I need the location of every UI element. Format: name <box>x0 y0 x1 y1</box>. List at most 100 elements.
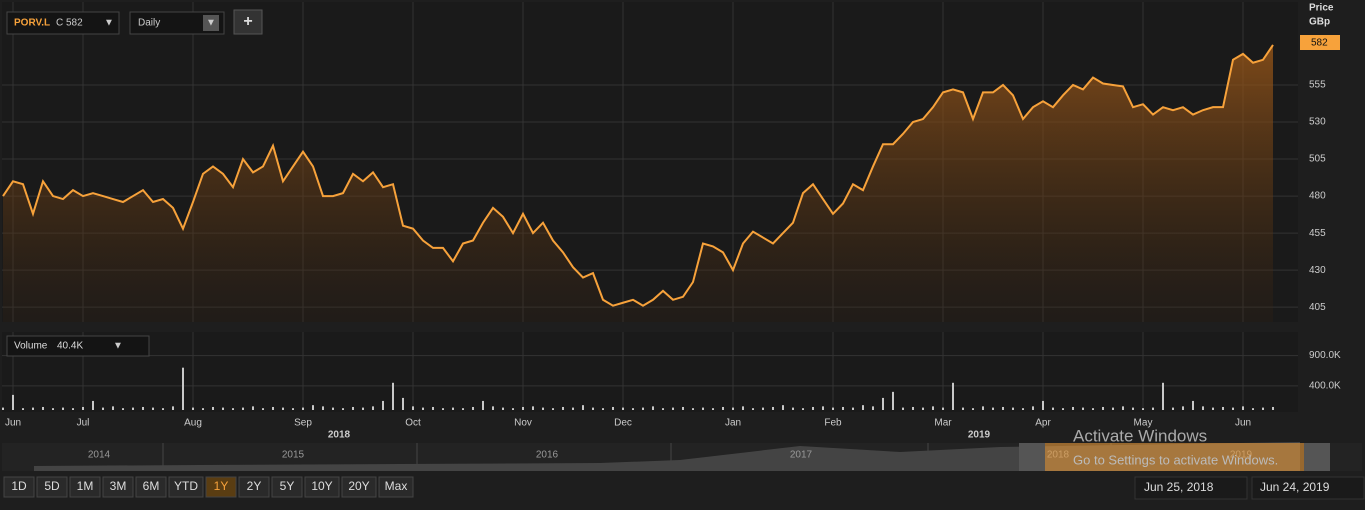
volume-bar <box>322 406 324 410</box>
volume-bar <box>722 406 724 410</box>
start-date: Jun 25, 2018 <box>1144 480 1214 494</box>
range-button[interactable] <box>205 476 237 498</box>
volume-bar <box>1222 406 1224 410</box>
volume-bar <box>742 406 744 410</box>
volume-bar <box>812 406 814 410</box>
volume-bar <box>1242 406 1244 410</box>
range-label: 1Y <box>214 479 229 493</box>
start-date-box[interactable] <box>1134 476 1248 500</box>
volume-bar <box>1002 406 1004 410</box>
range-button[interactable] <box>271 476 303 498</box>
end-date-box[interactable] <box>1251 476 1365 500</box>
y-tick-label: 405 <box>1309 302 1326 313</box>
axis-unit: GBp <box>1309 17 1330 28</box>
navigator-handle[interactable] <box>1019 443 1045 471</box>
volume-bar <box>122 408 124 410</box>
volume-bar <box>202 408 204 410</box>
navigator-area <box>34 442 1300 471</box>
volume-bar <box>512 408 514 410</box>
volume-bar <box>892 391 894 410</box>
volume-bar <box>392 382 394 410</box>
range-button[interactable] <box>238 476 270 498</box>
volume-bar <box>1272 406 1274 410</box>
volume-bar <box>22 408 24 410</box>
volume-bar <box>772 406 774 410</box>
range-button[interactable] <box>69 476 101 498</box>
volume-bar <box>612 406 614 410</box>
volume-bar <box>1202 406 1204 410</box>
volume-bar <box>272 406 274 410</box>
interval: Daily <box>138 18 160 29</box>
range-button[interactable] <box>36 476 68 498</box>
volume-bar <box>112 406 114 410</box>
volume-bar <box>692 408 694 410</box>
y-tick-label: 400.0K <box>1309 380 1341 391</box>
volume-bar <box>482 400 484 410</box>
x-tick-label: Feb <box>824 418 842 429</box>
volume-bar <box>82 406 84 410</box>
x-tick-label: Jan <box>725 418 741 429</box>
x-tick-label: Sep <box>294 418 312 429</box>
volume-bar <box>222 407 224 410</box>
volume-bar <box>832 407 834 410</box>
volume-bar <box>252 406 254 410</box>
volume-bar <box>72 408 74 410</box>
volume-bar <box>362 407 364 410</box>
volume-box[interactable] <box>6 335 150 357</box>
volume-bar <box>1132 407 1134 410</box>
volume-bar <box>782 405 784 410</box>
volume-bar <box>1072 406 1074 410</box>
navigator-selection[interactable] <box>1020 443 1330 471</box>
y-tick-label: 530 <box>1309 117 1326 128</box>
range-button[interactable] <box>304 476 340 498</box>
volume-bar <box>1052 407 1054 410</box>
volume-bar <box>192 407 194 410</box>
range-label: 5D <box>44 479 60 493</box>
volume-bar <box>872 406 874 410</box>
add-button[interactable] <box>233 9 263 35</box>
y-tick-label: 505 <box>1309 154 1326 165</box>
volume-bar <box>102 407 104 410</box>
volume-bar <box>1102 406 1104 410</box>
volume-bar <box>932 406 934 410</box>
range-button[interactable] <box>135 476 167 498</box>
volume-bar <box>592 407 594 410</box>
volume-bar <box>92 400 94 410</box>
y-tick-label: 455 <box>1309 228 1326 239</box>
volume-bar <box>302 407 304 410</box>
volume-bar <box>1022 408 1024 410</box>
navigator-year: 2015 <box>282 450 305 461</box>
volume-bar <box>712 408 714 410</box>
last-price-box <box>1300 35 1340 50</box>
range-button[interactable] <box>3 476 35 498</box>
volume-bar <box>752 408 754 410</box>
interval-box[interactable] <box>129 11 225 35</box>
range-button[interactable] <box>341 476 377 498</box>
volume-bar <box>952 382 954 410</box>
range-label: 6M <box>143 479 160 493</box>
volume-bar <box>1042 400 1044 410</box>
range-button[interactable] <box>378 476 414 498</box>
volume-bar <box>312 405 314 410</box>
x-tick-label: Aug <box>184 418 202 429</box>
volume-bar <box>1172 407 1174 410</box>
volume-bar <box>602 408 604 410</box>
overlay-title: Activate Windows <box>1073 426 1207 445</box>
range-button[interactable] <box>102 476 134 498</box>
volume-bar <box>472 406 474 410</box>
volume-bar <box>32 407 34 410</box>
range-button[interactable] <box>168 476 204 498</box>
volume-bar <box>172 406 174 410</box>
dropdown-arrow: ▼ <box>113 341 123 352</box>
volume-bar <box>432 406 434 410</box>
navigator-year: 2014 <box>88 450 111 461</box>
volume-bar <box>152 407 154 410</box>
volume-bar <box>922 407 924 410</box>
volume-bar <box>862 405 864 410</box>
navigator-handle[interactable] <box>1304 443 1330 471</box>
volume-bar <box>632 408 634 410</box>
volume-bar <box>502 407 504 410</box>
instrument-box[interactable] <box>6 11 120 35</box>
interval-arrow[interactable] <box>203 15 219 31</box>
volume-bar <box>1062 408 1064 410</box>
